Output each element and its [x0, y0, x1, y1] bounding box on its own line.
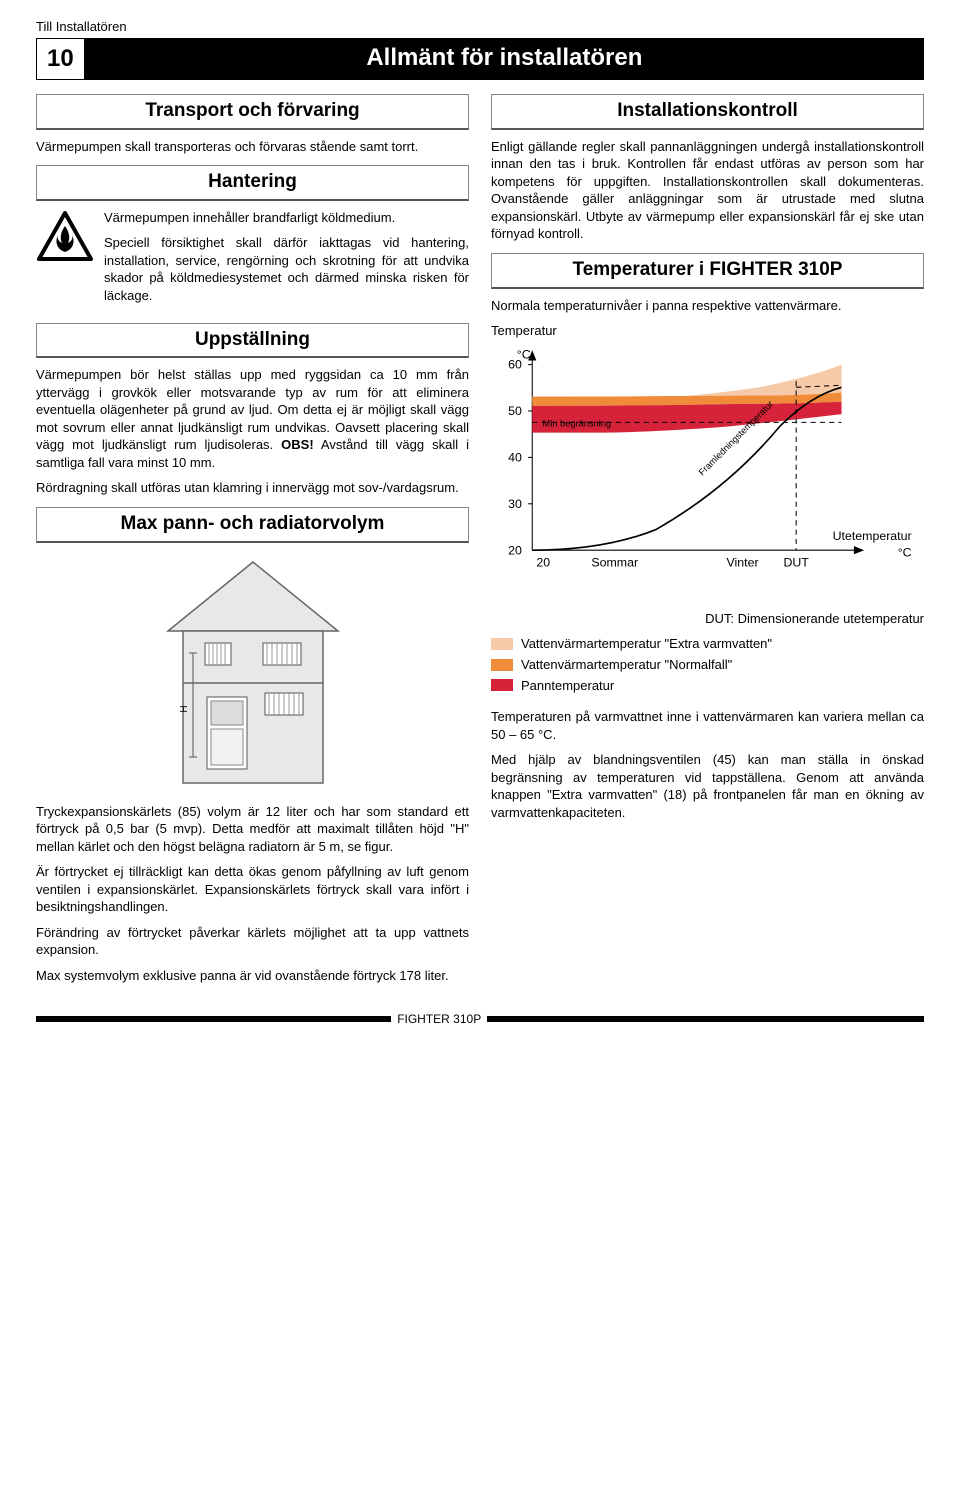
svg-text:60: 60 — [508, 357, 522, 371]
hdr-temperaturer: Temperaturer i FIGHTER 310P — [491, 253, 924, 289]
temperature-chart: Temperatur °C 60 50 40 30 20 — [491, 322, 924, 694]
svg-text:Sommar: Sommar — [591, 555, 638, 569]
svg-text:30: 30 — [508, 497, 522, 511]
svg-text:Utetemperatur: Utetemperatur — [833, 528, 912, 542]
house-diagram: H — [153, 557, 353, 787]
svg-text:50: 50 — [508, 404, 522, 418]
hdr-transport: Transport och förvaring — [36, 94, 469, 130]
p-varmvatten-2: Med hjälp av blandningsventilen (45) kan… — [491, 751, 924, 821]
hdr-maxvolym: Max pann- och radiatorvolym — [36, 507, 469, 543]
hdr-uppstallning: Uppställning — [36, 323, 469, 359]
footer: FIGHTER 310P — [36, 1011, 924, 1027]
p-hantering-1: Värmepumpen innehåller brandfarligt köld… — [104, 209, 469, 227]
p-hantering-2: Speciell försiktighet skall därför iaktt… — [104, 234, 469, 304]
swatch-extra — [491, 638, 513, 650]
p-temperaturer: Normala temperaturnivåer i panna respekt… — [491, 297, 924, 315]
page-header: 10 Allmänt för installatören — [36, 38, 924, 80]
p-maxvol-3: Förändring av förtrycket påverkar kärlet… — [36, 924, 469, 959]
svg-text:H: H — [179, 705, 190, 712]
p-uppstallning-1: Värmepumpen bör helst ställas upp med ry… — [36, 366, 469, 471]
swatch-pann — [491, 679, 513, 691]
hdr-installkontroll: Installationskontroll — [491, 94, 924, 130]
footer-label: FIGHTER 310P — [391, 1011, 487, 1027]
p-uppstallning-2: Rördragning skall utföras utan klamring … — [36, 479, 469, 497]
svg-text:DUT: DUT — [783, 555, 809, 569]
page-number: 10 — [36, 38, 85, 80]
legend-pann: Panntemperatur — [491, 677, 924, 695]
top-label: Till Installatören — [36, 18, 924, 36]
svg-text:40: 40 — [508, 450, 522, 464]
legend-normal: Vattenvärmartemperatur "Normalfall" — [491, 656, 924, 674]
p-varmvatten-1: Temperaturen på varmvattnet inne i vatte… — [491, 708, 924, 743]
svg-text:20: 20 — [536, 555, 550, 569]
svg-text:20: 20 — [508, 543, 522, 557]
page-title: Allmänt för installatören — [85, 38, 924, 80]
chart-ylabel: Temperatur — [491, 322, 924, 340]
right-column: Installationskontroll Enligt gällande re… — [491, 94, 924, 993]
p-transport: Värmepumpen skall transporteras och förv… — [36, 138, 469, 156]
hdr-hantering: Hantering — [36, 165, 469, 201]
left-column: Transport och förvaring Värmepumpen skal… — [36, 94, 469, 993]
svg-text:Vinter: Vinter — [727, 555, 759, 569]
svg-text:Min begränsning: Min begränsning — [543, 418, 612, 428]
p-maxvol-4: Max systemvolym exklusive panna är vid o… — [36, 967, 469, 985]
p-maxvol-2: Är förtrycket ej tillräckligt kan detta … — [36, 863, 469, 916]
svg-text:°C: °C — [898, 545, 912, 559]
swatch-normal — [491, 659, 513, 671]
dut-caption: DUT: Dimensionerande utetemperatur — [491, 610, 924, 628]
flammable-icon — [36, 211, 94, 268]
p-installkontroll: Enligt gällande regler skall pannanläggn… — [491, 138, 924, 243]
p-maxvol-1: Tryckexpansionskärlets (85) volym är 12 … — [36, 803, 469, 856]
legend-extra: Vattenvärmartemperatur "Extra varmvatten… — [491, 635, 924, 653]
